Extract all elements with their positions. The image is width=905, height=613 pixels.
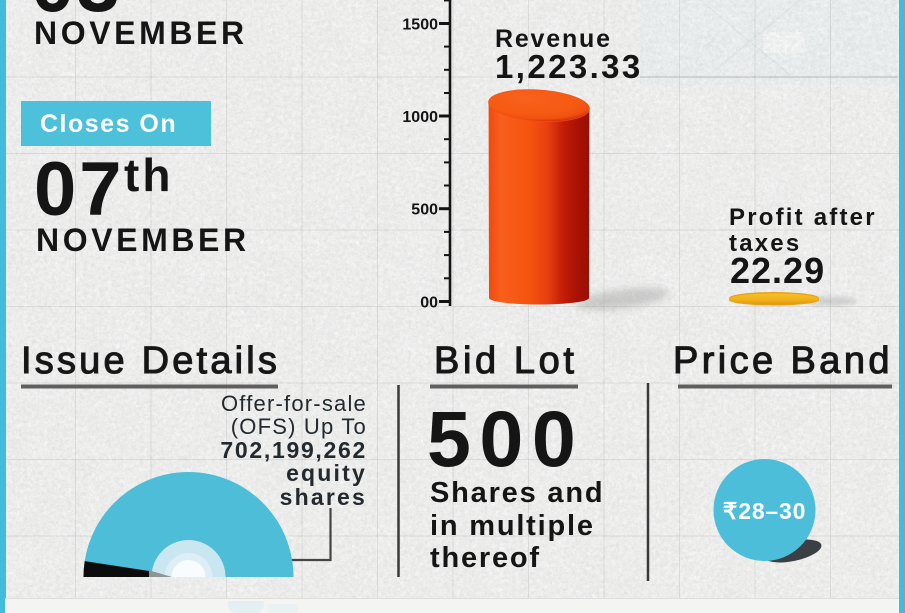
svg-text:500: 500 bbox=[411, 202, 438, 219]
svg-text:00: 00 bbox=[420, 294, 438, 311]
svg-text:1500: 1500 bbox=[402, 16, 438, 33]
svg-text:1000: 1000 bbox=[402, 109, 438, 126]
